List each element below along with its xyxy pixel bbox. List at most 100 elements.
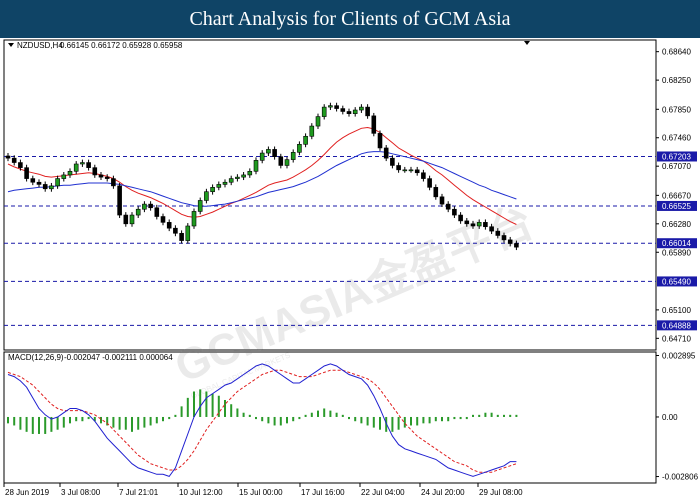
candle[interactable] [191, 208, 197, 229]
candle[interactable] [18, 159, 23, 171]
candle[interactable] [86, 159, 91, 171]
price-tick-label: 0.65890 [662, 248, 691, 257]
macd-histogram-bar [441, 416, 443, 422]
macd-histogram-bar [447, 416, 450, 422]
candle[interactable] [483, 219, 488, 230]
candle[interactable] [303, 133, 308, 148]
candle[interactable] [359, 104, 364, 113]
candle[interactable] [111, 175, 116, 189]
candle[interactable] [179, 230, 184, 244]
candle[interactable] [290, 149, 296, 163]
candle[interactable] [135, 206, 141, 218]
candle[interactable] [222, 179, 228, 188]
candle[interactable] [55, 175, 60, 189]
candle[interactable] [247, 168, 253, 178]
candle[interactable] [5, 153, 11, 162]
candle[interactable] [49, 182, 54, 192]
macd-histogram-bar [354, 416, 357, 422]
candle[interactable] [204, 188, 209, 204]
bearish-candle-body [483, 222, 488, 228]
candle[interactable] [228, 175, 234, 186]
candle[interactable] [80, 159, 85, 167]
candle[interactable] [185, 223, 191, 244]
candle[interactable] [92, 164, 98, 178]
candle[interactable] [160, 213, 166, 226]
candle[interactable] [402, 166, 408, 173]
bearish-candle-body [489, 226, 494, 232]
candle[interactable] [315, 113, 321, 129]
candle[interactable] [452, 206, 457, 218]
macd-histogram-bar [162, 416, 164, 422]
price-tick-label: 0.68640 [662, 48, 691, 57]
candle[interactable] [123, 212, 129, 227]
macd-histogram-bar [422, 416, 425, 424]
candle[interactable] [501, 232, 507, 243]
candle[interactable] [470, 220, 476, 229]
candle[interactable] [129, 212, 135, 227]
candle[interactable] [235, 174, 240, 182]
candle[interactable] [408, 166, 414, 173]
candle[interactable] [514, 240, 519, 251]
candle[interactable] [42, 181, 48, 192]
candle[interactable] [266, 146, 271, 156]
candle[interactable] [489, 223, 494, 235]
candle[interactable] [297, 141, 302, 156]
candle[interactable] [210, 184, 215, 195]
candle[interactable] [476, 219, 482, 229]
candle[interactable] [390, 155, 395, 169]
candle[interactable] [24, 164, 29, 182]
candle[interactable] [445, 201, 451, 213]
candle[interactable] [148, 201, 153, 211]
candle[interactable] [433, 184, 439, 200]
chart-shift-marker-icon[interactable] [524, 41, 530, 45]
candle[interactable] [197, 197, 203, 215]
candle[interactable] [495, 228, 501, 239]
macd-histogram-bar [199, 389, 202, 417]
candle[interactable] [104, 174, 110, 182]
candle[interactable] [421, 169, 426, 182]
candle[interactable] [321, 104, 327, 120]
bullish-candle-body [476, 222, 482, 227]
candle[interactable] [427, 175, 432, 191]
time-tick-label: 22 Jul 04:00 [361, 488, 405, 497]
candle[interactable] [272, 146, 277, 160]
candle[interactable] [371, 112, 377, 137]
candle[interactable] [365, 104, 370, 119]
candle[interactable] [458, 212, 463, 224]
candle[interactable] [334, 102, 339, 112]
candle[interactable] [142, 201, 147, 213]
candle[interactable] [414, 166, 420, 176]
candle[interactable] [166, 219, 172, 232]
macd-histogram-bar [155, 416, 158, 424]
candle[interactable] [98, 172, 104, 181]
candle[interactable] [352, 107, 358, 117]
candle[interactable] [284, 156, 290, 169]
candle[interactable] [340, 105, 346, 115]
candle[interactable] [241, 172, 246, 181]
candle[interactable] [464, 217, 470, 227]
macd-histogram-bar [205, 391, 208, 417]
candle[interactable] [117, 182, 122, 218]
candle[interactable] [73, 161, 79, 175]
candle[interactable] [173, 225, 178, 237]
candle[interactable] [396, 162, 401, 173]
ohlc-values: 0.66145 0.66172 0.65928 0.65958 [60, 41, 183, 50]
candle[interactable] [216, 181, 222, 191]
dropdown-triangle-icon[interactable] [8, 43, 14, 47]
candle[interactable] [30, 175, 36, 186]
candle[interactable] [253, 157, 259, 175]
candle[interactable] [61, 172, 67, 182]
candle[interactable] [383, 145, 389, 162]
candle[interactable] [346, 108, 352, 117]
candle[interactable] [439, 193, 445, 208]
candle[interactable] [278, 153, 284, 169]
candle[interactable] [11, 155, 17, 166]
candle[interactable] [36, 179, 42, 188]
candle[interactable] [154, 204, 160, 220]
candle[interactable] [67, 168, 73, 178]
candle[interactable] [309, 123, 315, 140]
candle[interactable] [328, 102, 333, 111]
candle[interactable] [377, 130, 383, 151]
candle[interactable] [507, 236, 513, 247]
candle[interactable] [259, 150, 265, 164]
